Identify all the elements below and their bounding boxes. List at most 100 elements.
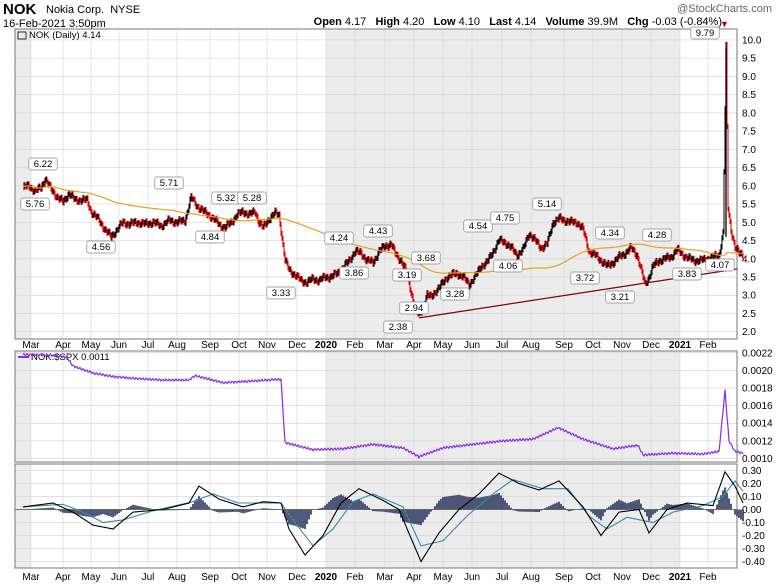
annotation-label: 2.38	[389, 322, 408, 333]
x-tick-label: Dec	[288, 572, 306, 583]
exchange-label: NYSE	[110, 4, 141, 16]
annotation-box	[339, 266, 369, 280]
x-tick-label: Aug	[522, 572, 540, 583]
y-tick-label: 6.0	[742, 181, 756, 192]
annotation-label: 4.34	[601, 228, 620, 239]
annotation-box	[690, 26, 720, 40]
x-tick-label: Oct	[231, 572, 247, 583]
annotation-box	[570, 271, 600, 285]
price-annotation: 3.19	[392, 268, 422, 282]
price-legend-icon	[17, 31, 27, 40]
x-tick-label: Sep	[201, 572, 219, 583]
x-tick-label: Oct	[585, 572, 601, 583]
annotation-label: 3.72	[576, 273, 595, 284]
annotation-label: 4.84	[201, 232, 220, 243]
annotation-box	[532, 197, 562, 211]
price-annotation: 3.28	[440, 287, 470, 301]
annotation-box	[411, 251, 441, 265]
y-tick-label: 5.5	[742, 200, 756, 211]
x-tick-label: Jul	[496, 572, 509, 583]
y-tick-label: 9.0	[742, 72, 756, 83]
x-tick-label: Mar	[22, 572, 40, 583]
open-value: 4.17	[344, 16, 367, 28]
annotation-box	[705, 258, 735, 272]
company-label: Nokia Corp.	[46, 4, 105, 16]
annotation-box	[363, 224, 393, 238]
price-annotation: 4.06	[493, 259, 523, 273]
y-tick-label: 10.0	[742, 35, 762, 46]
annotation-box	[672, 267, 702, 281]
annotation-label: 4.28	[648, 230, 667, 241]
price-annotation: 5.14	[532, 197, 562, 211]
annotation-label: 3.21	[611, 292, 630, 303]
price-annotation: 4.56	[86, 240, 116, 254]
price-annotation: 3.72	[570, 271, 600, 285]
y-tick-label: 6.5	[742, 163, 756, 174]
year-shade-left-1	[15, 351, 31, 462]
y-tick-label: 3.5	[742, 273, 756, 284]
annotation-box	[266, 286, 296, 300]
annotation-label: 3.86	[345, 268, 364, 279]
x-tick-label: Feb	[699, 340, 717, 351]
y-tick-label: -0.10	[742, 518, 765, 529]
price-annotation: 3.68	[411, 251, 441, 265]
quote-date: 16-Feb-2021 3:50pm	[3, 18, 106, 30]
y-tick-label: 0.0014	[742, 419, 773, 430]
high-value: 4.20	[402, 16, 425, 28]
open-label: Open	[313, 16, 342, 28]
annotation-label: 5.32	[217, 193, 236, 204]
year-shade-left-0	[15, 29, 31, 339]
annotation-box	[392, 268, 422, 282]
x-tick-label: May	[82, 572, 101, 583]
x-tick-label: Aug	[168, 572, 186, 583]
price-annotation: 4.07	[705, 258, 735, 272]
x-tick-label: Sep	[201, 340, 219, 351]
pane-border-0	[14, 28, 738, 340]
annotation-box	[440, 287, 470, 301]
y-tick-label: 0.20	[742, 479, 762, 490]
annotation-label: 3.68	[417, 253, 436, 264]
annotation-label: 3.83	[678, 269, 697, 280]
x-tick-label: May	[434, 572, 453, 583]
price-annotation: 4.75	[490, 211, 520, 225]
x-tick-label: Nov	[258, 572, 276, 583]
x-tick-label: Feb	[346, 340, 364, 351]
x-tick-label: 2021	[669, 340, 692, 351]
price-annotation: 4.24	[324, 231, 354, 245]
y-tick-label: 4.0	[742, 254, 756, 265]
last-value: 4.14	[514, 16, 537, 28]
volume-label: Volume	[545, 16, 585, 28]
y-tick-label: -0.30	[742, 544, 765, 555]
x-tick-label: Oct	[231, 340, 247, 351]
annotation-label: 4.06	[499, 261, 518, 272]
ratio-line	[22, 352, 744, 460]
annotation-label: 3.28	[446, 289, 465, 300]
x-tick-label: Dec	[642, 340, 660, 351]
annotation-box	[195, 230, 225, 244]
x-tick-label: Dec	[642, 572, 660, 583]
price-annotation: 3.33	[266, 286, 296, 300]
x-tick-label: Jul	[496, 340, 509, 351]
price-annotation: 5.28	[237, 191, 267, 205]
price-bars	[23, 41, 744, 317]
annotation-box	[28, 157, 58, 171]
annotation-label: 4.24	[330, 233, 349, 244]
brand-watermark: @StockCharts.com	[677, 3, 772, 15]
y-tick-label: 8.0	[742, 108, 756, 119]
macd-signal-line	[22, 478, 744, 547]
x-tick-label: Jul	[142, 340, 155, 351]
annotation-box	[463, 219, 493, 233]
y-tick-label: -0.40	[742, 557, 765, 568]
y-tick-label: 2.5	[742, 309, 756, 320]
annotation-box	[20, 197, 50, 211]
annotation-label: 4.07	[711, 260, 730, 271]
x-tick-label: Jun	[111, 572, 127, 583]
macd-line	[22, 470, 744, 563]
volume-value: 39.9M	[587, 16, 619, 28]
x-tick-label: Nov	[613, 572, 631, 583]
price-annotation: 4.34	[595, 226, 625, 240]
price-annotation: 2.94	[399, 301, 429, 315]
x-tick-label: 2020	[315, 340, 338, 351]
price-annotation: 3.21	[605, 290, 635, 304]
